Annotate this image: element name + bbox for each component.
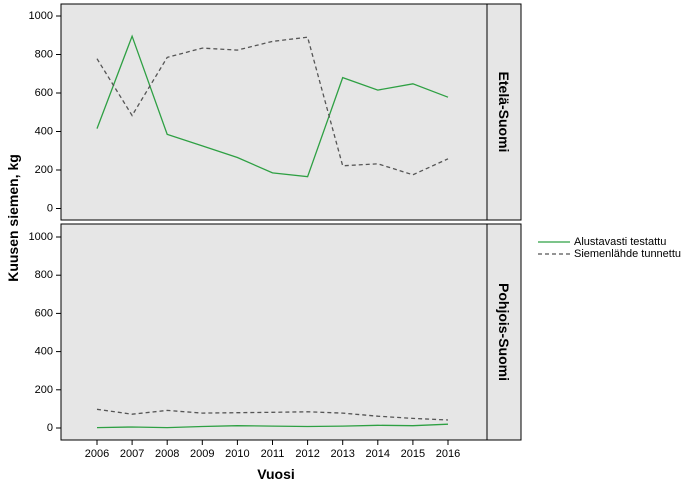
x-axis-title: Vuosi <box>257 466 295 482</box>
x-tick-label: 2010 <box>225 448 249 460</box>
series-line <box>96 34 449 178</box>
x-tick-label: 2006 <box>85 448 109 460</box>
legend-item: Alustavasti testattu <box>538 236 666 248</box>
x-tick-label: 2007 <box>120 448 144 460</box>
panel-strip <box>486 223 522 441</box>
panel-label: Etelä-Suomi <box>496 72 512 153</box>
y-axis-title: Kuusen siemen, kg <box>5 154 21 282</box>
series-line <box>96 36 449 176</box>
x-tick-label: 2011 <box>261 448 285 460</box>
y-tick-label: 1000 <box>29 10 53 22</box>
y-tick-label: 200 <box>35 384 53 396</box>
x-tick-label: 2012 <box>295 448 319 460</box>
panel-strip <box>486 3 522 221</box>
y-tick-label: 400 <box>35 126 53 138</box>
y-tick-label: 600 <box>35 87 53 99</box>
series-line <box>96 408 449 421</box>
legend-label: Alustavasti testattu <box>574 236 666 248</box>
x-tick-label: 2015 <box>401 448 425 460</box>
y-tick-label: 600 <box>35 307 53 319</box>
panel-1: Etelä-Suomi 0 200 400 600 800 1000 <box>29 3 522 221</box>
legend-item: Siemenlähde tunnettu <box>538 248 681 260</box>
x-tick-label: 2008 <box>155 448 179 460</box>
y-tick-label: 1000 <box>29 231 53 243</box>
x-tick-label: 2016 <box>436 448 460 460</box>
x-tick-label: 2014 <box>366 448 390 460</box>
x-axis: 2006 2007 2008 2009 2010 2011 2012 2013 2014 2015… <box>85 440 460 460</box>
chart-panels: Etelä-Suomi02004006008001000Pohjois-Suom… <box>29 3 522 441</box>
y-tick-label: 800 <box>35 269 53 281</box>
panel-2: Pohjois-Suomi 0 200 400 600 800 1000 <box>29 223 522 441</box>
y-tick-label: 0 <box>47 422 53 434</box>
panel-label: Pohjois-Suomi <box>496 283 512 381</box>
y-tick-label: 200 <box>35 164 53 176</box>
y-tick-label: 0 <box>47 203 53 215</box>
x-tick-label: 2009 <box>190 448 214 460</box>
y-tick-label: 800 <box>35 49 53 61</box>
y-tick-label: 400 <box>35 346 53 358</box>
x-tick-label: 2013 <box>330 448 354 460</box>
legend-label: Siemenlähde tunnettu <box>574 248 681 260</box>
plot-area <box>60 223 488 441</box>
series-line <box>96 423 449 429</box>
plot-area <box>60 3 488 221</box>
